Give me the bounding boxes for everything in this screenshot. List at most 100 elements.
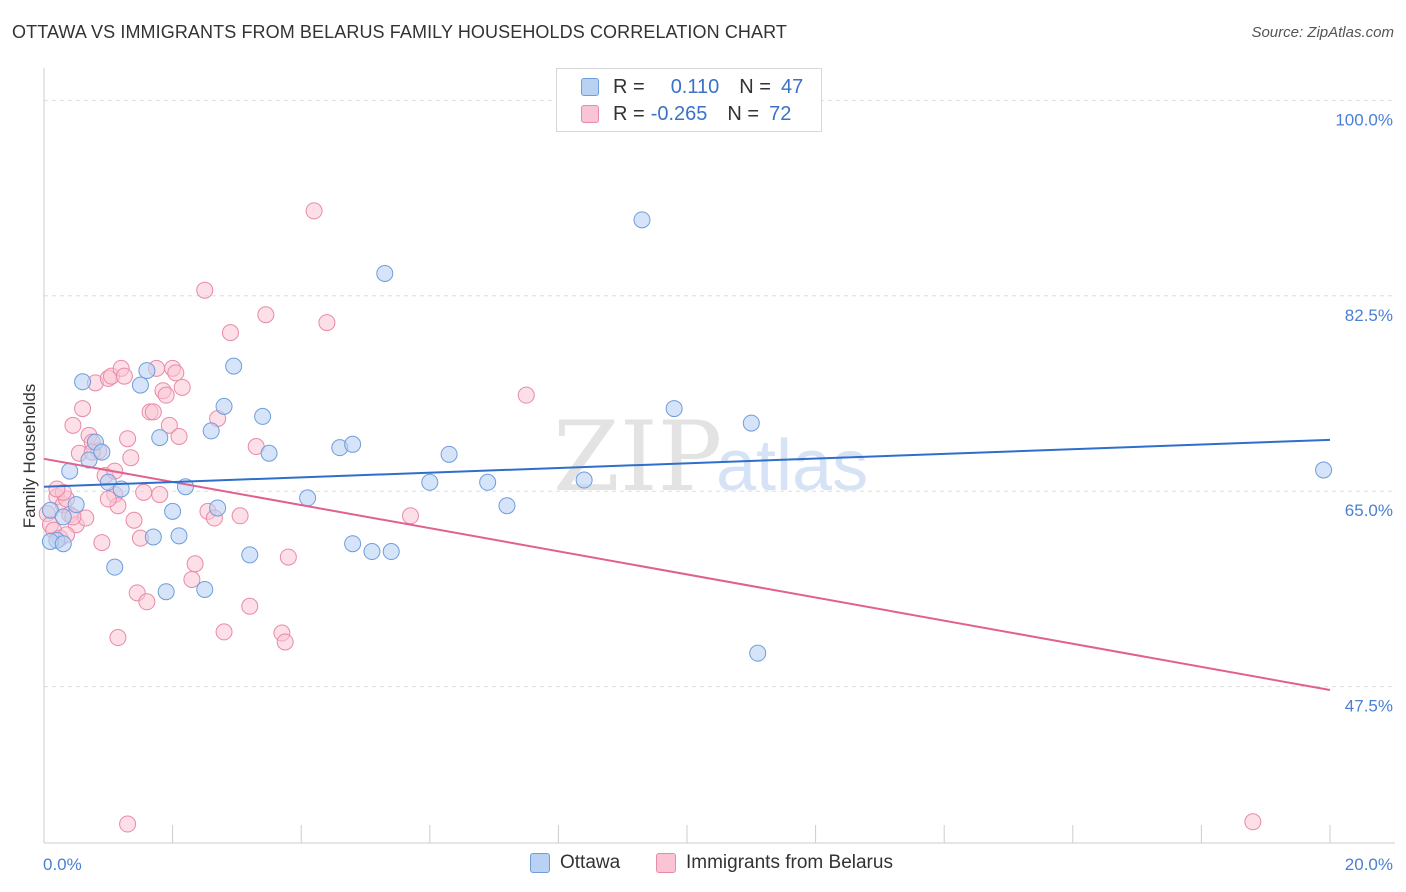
ottawa-point — [260, 444, 278, 462]
legend-r-value: 0.110 — [670, 75, 720, 98]
ottawa-point — [106, 558, 124, 576]
legend-swatch-belarus — [581, 105, 599, 123]
bottom-legend-label-ottawa: Ottawa — [560, 852, 621, 873]
ottawa-point — [376, 264, 394, 282]
bottom-legend-swatch-ottawa — [530, 853, 550, 873]
bottom-legend-swatch-belarus — [656, 853, 676, 873]
ottawa-point — [80, 451, 98, 469]
x-tick-max: 20.0% — [1345, 855, 1393, 874]
y-tick-label: 65.0% — [1345, 501, 1393, 520]
y-tick-label: 100.0% — [1335, 110, 1393, 129]
ottawa-point — [54, 535, 72, 553]
ottawa-point — [241, 546, 259, 564]
watermark-atlas: atlas — [716, 426, 868, 506]
chart-title: OTTAWA VS IMMIGRANTS FROM BELARUS FAMILY… — [12, 22, 788, 42]
belarus-point — [144, 403, 162, 421]
y-tick-label: 82.5% — [1345, 306, 1393, 325]
belarus-point — [74, 400, 92, 418]
belarus-point — [125, 511, 143, 529]
legend-n-value: 72 — [769, 102, 792, 125]
ottawa-point — [138, 362, 156, 380]
bottom-legend-ottawa: Ottawa — [530, 852, 620, 874]
ottawa-point — [74, 373, 92, 391]
x-tick-min: 0.0% — [43, 855, 82, 874]
ottawa-point — [164, 502, 182, 520]
series-ottawa-points — [41, 211, 1333, 662]
legend-n-label: N = — [739, 75, 771, 98]
belarus-point — [157, 386, 175, 404]
legend-row-belarus: R = -0.265 N = 72 — [581, 101, 791, 127]
belarus-point — [115, 367, 133, 385]
ottawa-point — [67, 496, 85, 514]
belarus-point — [122, 449, 140, 467]
ottawa-point — [157, 583, 175, 601]
ottawa-point — [382, 543, 400, 561]
legend-n-label: N = — [727, 102, 760, 125]
belarus-point — [318, 314, 336, 332]
ottawa-point — [498, 497, 516, 515]
trend-lines — [43, 438, 1331, 691]
belarus-point — [1244, 813, 1262, 831]
legend-r-label: R = — [613, 102, 645, 125]
belarus-point — [231, 507, 249, 525]
bottom-legend-label-belarus: Immigrants from Belarus — [686, 852, 893, 873]
belarus-trend-line — [43, 457, 1331, 691]
belarus-point — [241, 597, 259, 615]
ottawa-point — [742, 414, 760, 432]
belarus-point — [109, 629, 127, 647]
ottawa-point — [1315, 461, 1333, 479]
ottawa-point — [215, 397, 233, 415]
ottawa-point — [209, 499, 227, 517]
legend-r-label: R = — [613, 75, 645, 98]
belarus-point — [138, 593, 156, 611]
ottawa-point — [299, 489, 317, 507]
belarus-point — [196, 281, 214, 299]
legend-row-ottawa: R = 0.110 N = 47 — [581, 74, 803, 100]
ottawa-point — [131, 376, 149, 394]
ottawa-point — [144, 528, 162, 546]
belarus-point — [99, 490, 117, 508]
axes — [43, 68, 1395, 844]
belarus-point — [517, 386, 535, 404]
belarus-point — [151, 486, 169, 504]
ottawa-point — [440, 445, 458, 463]
legend-n-value: 47 — [780, 75, 804, 98]
belarus-point — [183, 570, 201, 588]
belarus-point — [48, 480, 66, 498]
ottawa-point — [749, 644, 767, 662]
ottawa-point — [254, 407, 272, 425]
ottawa-point — [633, 211, 651, 229]
source-label: Source: ZipAtlas.com — [1251, 24, 1394, 41]
belarus-point — [167, 364, 185, 382]
belarus-point — [279, 548, 297, 566]
y-tick-label: 47.5% — [1345, 697, 1393, 716]
ottawa-point — [170, 527, 188, 545]
ottawa-point — [151, 429, 169, 447]
belarus-point — [257, 306, 275, 324]
watermark-zip: ZIP — [553, 401, 722, 513]
ottawa-point — [225, 357, 243, 375]
belarus-point — [402, 507, 420, 525]
belarus-point — [119, 815, 137, 833]
ottawa-point — [196, 580, 214, 598]
ottawa-point — [479, 473, 497, 491]
bottom-legend: Ottawa Immigrants from Belarus — [0, 852, 1406, 878]
ottawa-point — [344, 535, 362, 553]
legend-r-value: -0.265 — [650, 102, 708, 125]
belarus-point — [276, 633, 294, 651]
y-axis-label: Family Households — [20, 384, 39, 529]
belarus-point — [160, 416, 178, 434]
belarus-point — [93, 534, 111, 552]
belarus-point — [215, 623, 233, 641]
ottawa-point — [54, 508, 72, 526]
legend: R = 0.110 N = 47 R = -0.265 N = 72 — [556, 68, 822, 132]
ottawa-trend-line — [43, 438, 1331, 488]
ottawa-point — [93, 443, 111, 461]
ottawa-point — [344, 435, 362, 453]
ottawa-point — [665, 400, 683, 418]
ottawa-point — [202, 422, 220, 440]
belarus-point — [64, 416, 82, 434]
ottawa-point — [421, 473, 439, 491]
y-tick-labels: 47.5% 65.0% 82.5% 100.0% — [1335, 110, 1393, 715]
